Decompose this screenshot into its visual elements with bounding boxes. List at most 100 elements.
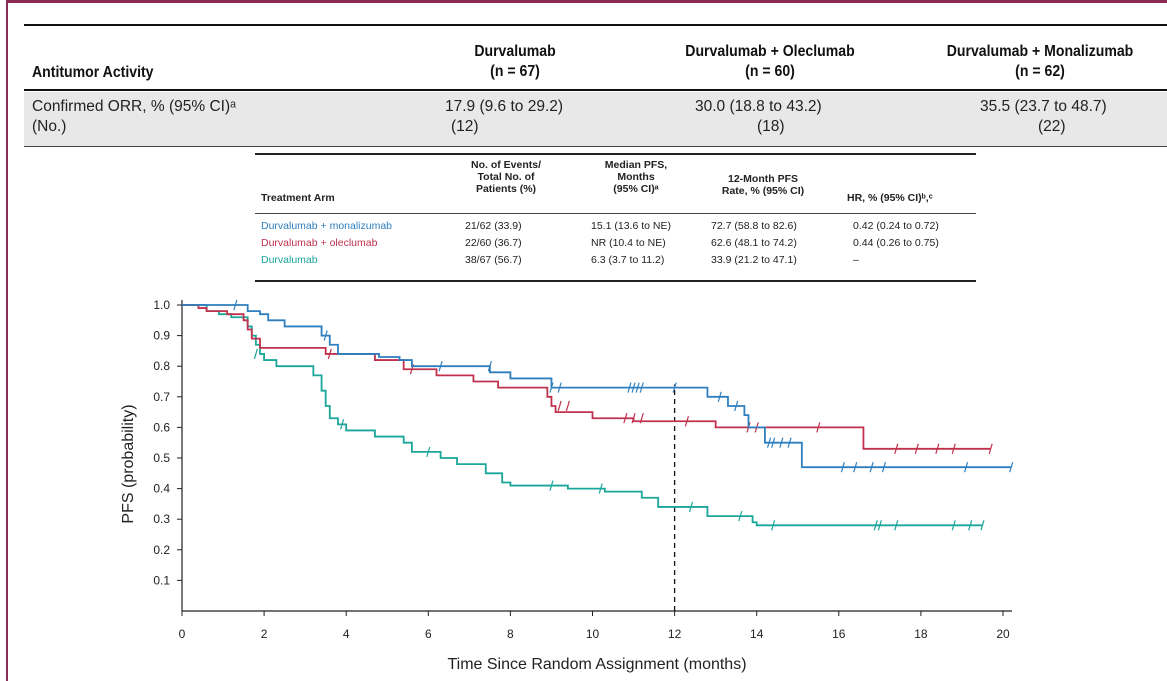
col-header-durvalumab-oleclumab: Durvalumab + Oleclumab (n = 60): [656, 42, 885, 82]
orr-label-line1: Confirmed ORR, % (95% CI)ᵃ: [32, 98, 236, 115]
pfs-cell-arm: Durvalumab + oleclumab: [261, 237, 378, 249]
censor-mark: [869, 462, 874, 473]
col-n: (n = 67): [490, 63, 540, 80]
pfs-cell-events: 21/62 (33.9): [465, 220, 522, 232]
pfs-cell-median: NR (10.4 to NE): [591, 237, 666, 249]
pfs-header-events-line2: Total No. of: [477, 171, 535, 183]
antitumor-activity-header: Antitumor Activity: [32, 64, 154, 81]
censor-mark: [968, 520, 973, 531]
censor-mark: [639, 382, 644, 393]
censor-mark: [840, 462, 845, 473]
series-line: [182, 304, 983, 527]
censor-mark: [894, 520, 899, 531]
censor-mark: [873, 520, 878, 531]
censor-mark: [684, 416, 689, 427]
pfs-cell-hr: 0.42 (0.24 to 0.72): [853, 220, 939, 232]
orr-cell-durvalumab: 17.9 (9.6 to 29.2) (12): [445, 97, 563, 137]
col-name: Durvalumab: [474, 43, 556, 60]
censor-mark: [565, 400, 570, 412]
y-tick-label: 0.6: [153, 420, 170, 434]
y-tick-label: 0.1: [153, 573, 170, 587]
censor-mark: [438, 361, 443, 372]
x-tick-label: 18: [914, 627, 928, 641]
x-tick-label: 10: [586, 627, 600, 641]
censor-mark: [627, 382, 632, 393]
pfs-header-median-line2: Months: [617, 171, 655, 183]
x-tick-label: 4: [343, 627, 350, 641]
y-tick-label: 1.0: [153, 298, 170, 312]
y-tick-label: 0.2: [153, 543, 170, 557]
censor-mark: [598, 483, 603, 494]
censor-mark: [487, 361, 492, 372]
censor-mark: [631, 382, 636, 393]
series-durvalumab: [182, 304, 985, 531]
pfs-header-median-line1: Median PFS,: [604, 159, 668, 171]
pfs-cell-events: 22/60 (36.7): [465, 237, 522, 249]
censor-mark: [771, 520, 776, 531]
pfs-header-median-line3: (95% CI)ᵃ: [613, 183, 659, 195]
header-rule: [24, 89, 1167, 91]
pfs-header-rule: [255, 213, 976, 214]
series-durvalumab-monalizumab: [182, 299, 1014, 473]
censor-mark: [639, 413, 644, 424]
censor-mark: [894, 443, 899, 454]
col-n: (n = 62): [1015, 63, 1065, 80]
x-tick-label: 12: [668, 627, 682, 641]
censor-mark: [549, 480, 554, 491]
pfs-table-top-rule: [255, 153, 976, 155]
y-axis-label: PFS (probability): [120, 404, 137, 523]
orr-count: (22): [1038, 118, 1066, 135]
censor-mark: [623, 413, 628, 424]
censor-mark: [914, 443, 919, 454]
chart-curves: [182, 299, 1014, 611]
censor-mark: [853, 462, 858, 473]
orr-row-band: [24, 92, 1167, 146]
y-tick-label: 0.4: [153, 482, 170, 496]
censor-mark: [766, 437, 772, 448]
orr-count: (12): [451, 118, 479, 135]
censor-mark: [557, 382, 562, 393]
pfs-cell-arm: Durvalumab: [261, 254, 318, 266]
pfs-header-rate-line1: 12-Month PFS: [728, 173, 798, 185]
censor-mark: [253, 348, 258, 360]
orr-value: 17.9 (9.6 to 29.2): [445, 98, 564, 115]
censor-mark: [1009, 462, 1014, 473]
col-name: Durvalumab + Oleclumab: [685, 43, 855, 60]
y-tick-label: 0.8: [153, 359, 170, 373]
censor-mark: [426, 446, 431, 458]
y-tick-label: 0.9: [153, 329, 170, 343]
censor-mark: [951, 443, 956, 454]
pfs-header-events-line3: Patients (%): [475, 183, 537, 195]
pfs-cell-events: 38/67 (56.7): [465, 254, 522, 266]
censor-mark: [323, 330, 328, 341]
col-name: Durvalumab + Monalizumab: [946, 43, 1134, 60]
col-header-durvalumab: Durvalumab (n = 67): [427, 42, 603, 82]
x-tick-label: 0: [179, 627, 186, 641]
pfs-cell-rate: 62.6 (48.1 to 74.2): [711, 237, 797, 249]
censor-mark: [779, 437, 784, 448]
y-tick-label: 0.5: [153, 451, 170, 465]
censor-mark: [771, 437, 776, 448]
censor-mark: [549, 382, 554, 393]
censor-mark: [935, 443, 940, 454]
pfs-header-hr: HR, % (95% CI)ᵇ,ᶜ: [847, 192, 933, 204]
censor-mark: [734, 400, 739, 412]
col-header-durvalumab-monalizumab: Durvalumab + Monalizumab (n = 62): [921, 42, 1159, 82]
censor-mark: [635, 382, 640, 393]
censor-mark: [881, 462, 887, 473]
censor-mark: [340, 419, 345, 430]
censor-mark: [988, 443, 993, 454]
orr-cell-durvalumab-monalizumab: 35.5 (23.7 to 48.7) (22): [980, 97, 1107, 137]
orr-value: 30.0 (18.8 to 43.2): [695, 98, 822, 115]
x-tick-label: 6: [425, 627, 432, 641]
orr-row-label: Confirmed ORR, % (95% CI)ᵃ (No.): [32, 97, 236, 137]
censor-mark: [233, 299, 238, 311]
orr-value: 35.5 (23.7 to 48.7): [980, 98, 1107, 115]
pfs-cell-rate: 72.7 (58.8 to 82.6): [711, 220, 797, 232]
series-durvalumab-oleclumab: [182, 304, 993, 454]
censor-mark: [631, 413, 636, 424]
x-tick-label: 2: [261, 627, 268, 641]
pfs-header-median: Median PFS, Months (95% CI)ᵃ: [581, 159, 691, 195]
pfs-header-arm: Treatment Arm: [261, 192, 335, 204]
